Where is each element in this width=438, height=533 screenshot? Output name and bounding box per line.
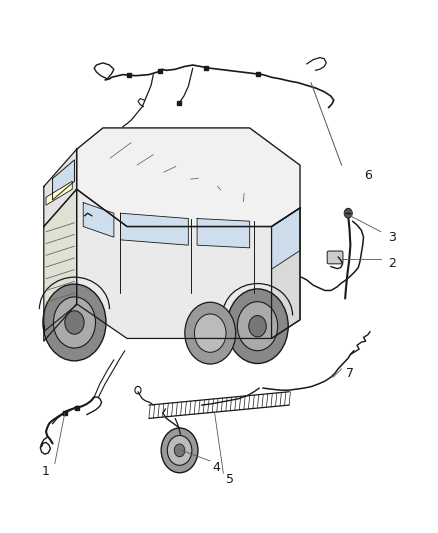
Circle shape — [249, 316, 266, 337]
Polygon shape — [272, 208, 300, 269]
Polygon shape — [77, 128, 300, 227]
Circle shape — [237, 302, 278, 351]
Polygon shape — [44, 149, 77, 227]
Polygon shape — [77, 189, 300, 338]
Text: 5: 5 — [226, 473, 234, 486]
Circle shape — [161, 428, 198, 473]
Circle shape — [53, 297, 95, 348]
Text: 1: 1 — [42, 465, 50, 478]
Wedge shape — [43, 284, 106, 361]
Polygon shape — [44, 189, 77, 341]
Text: 3: 3 — [388, 231, 396, 244]
Polygon shape — [46, 181, 72, 205]
Polygon shape — [197, 219, 250, 248]
Circle shape — [65, 311, 84, 334]
Text: 7: 7 — [346, 367, 354, 379]
Polygon shape — [83, 203, 114, 237]
Circle shape — [227, 289, 288, 364]
Circle shape — [185, 302, 236, 364]
Text: 2: 2 — [388, 257, 396, 270]
Circle shape — [167, 435, 192, 465]
Circle shape — [344, 208, 352, 218]
Polygon shape — [53, 160, 74, 200]
Circle shape — [174, 444, 185, 457]
FancyBboxPatch shape — [327, 251, 343, 264]
Circle shape — [194, 314, 226, 352]
Polygon shape — [120, 213, 188, 245]
Text: 4: 4 — [213, 462, 221, 474]
Polygon shape — [272, 208, 300, 338]
Text: 6: 6 — [364, 169, 372, 182]
